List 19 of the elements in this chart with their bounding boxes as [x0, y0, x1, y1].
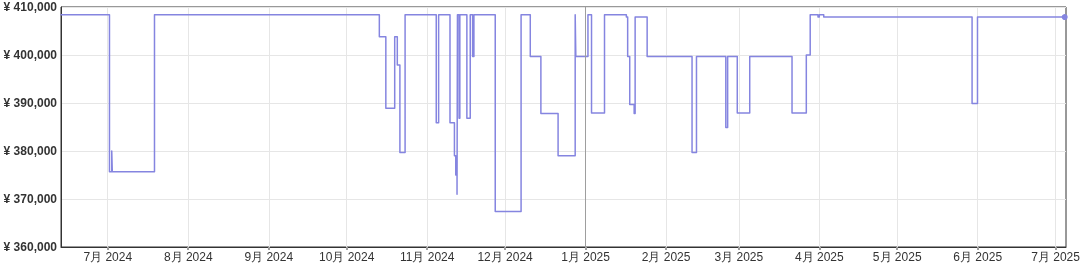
x-tick-label: 4月 2025: [794, 250, 844, 264]
x-tick-label: 3月 2025: [714, 250, 764, 264]
y-tick-label: ¥ 380,000: [3, 144, 58, 158]
x-tick-label: 2月 2025: [641, 250, 691, 264]
x-tick-label: 9月 2024: [244, 250, 294, 264]
x-tick-label: 5月 2025: [872, 250, 922, 264]
x-tick-label: 11月 2024: [399, 250, 455, 264]
x-tick-label: 7月 2025: [1031, 250, 1081, 264]
y-tick-label: ¥ 390,000: [3, 96, 58, 110]
y-tick-label: ¥ 370,000: [3, 192, 58, 206]
y-tick-label: ¥ 410,000: [3, 0, 58, 14]
x-tick-label: 8月 2024: [163, 250, 213, 264]
y-tick-label: ¥ 400,000: [3, 48, 58, 62]
y-tick-label: ¥ 360,000: [3, 240, 58, 254]
x-tick-label: 10月 2024: [318, 250, 375, 264]
x-tick-label: 1月 2025: [561, 250, 611, 264]
x-tick-label: 6月 2025: [953, 250, 1003, 264]
x-tick-label: 12月 2024: [477, 250, 534, 264]
x-tick-label: 7月 2024: [83, 250, 133, 264]
